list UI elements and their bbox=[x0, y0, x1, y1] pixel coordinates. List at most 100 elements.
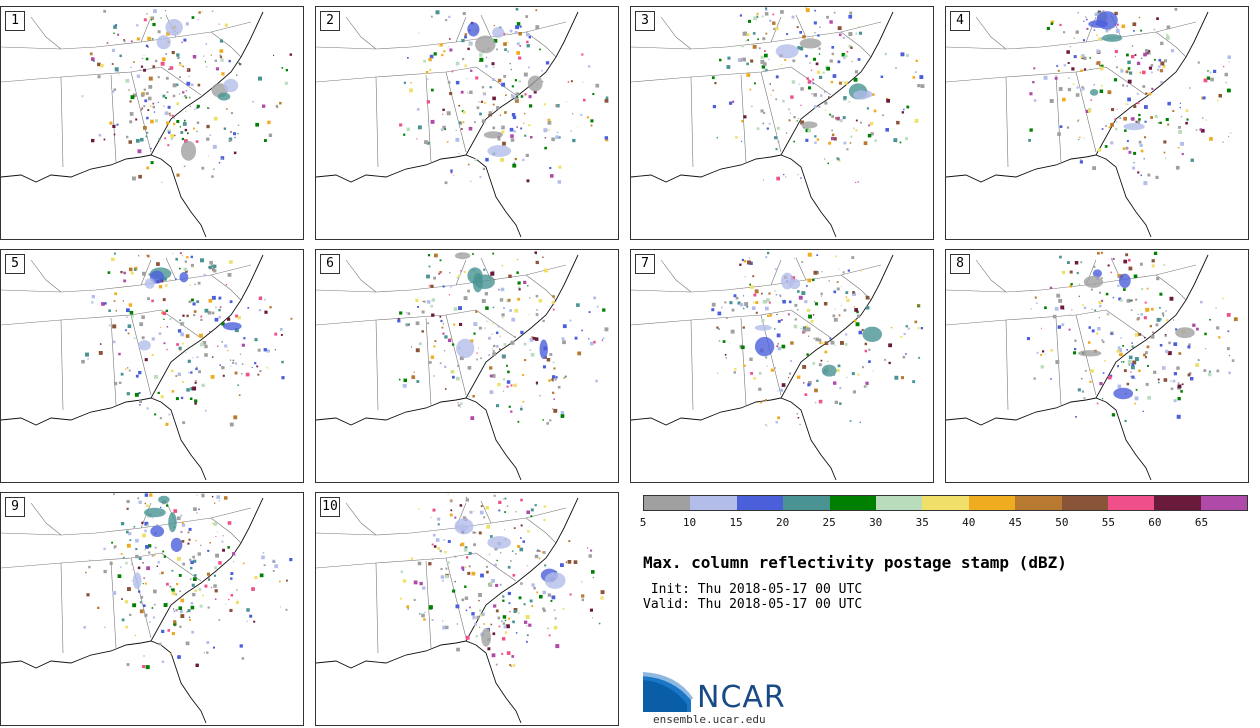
echo-pixel bbox=[837, 364, 841, 368]
echo-pixel bbox=[1104, 360, 1106, 362]
echo-pixel bbox=[485, 506, 489, 510]
echo-pixel bbox=[813, 337, 815, 340]
stamp-panel-8[interactable]: 8 bbox=[945, 249, 1249, 483]
echo-pixel bbox=[469, 606, 471, 609]
echo-pixel bbox=[498, 348, 501, 350]
echo-pixel bbox=[178, 57, 181, 59]
stamp-panel-10[interactable]: 10 bbox=[315, 492, 619, 726]
stamp-panel-4[interactable]: 4 bbox=[945, 6, 1249, 240]
colorbar-tick-label: 5 bbox=[639, 516, 647, 529]
echo-pixel bbox=[221, 366, 225, 370]
echo-pixel bbox=[158, 138, 161, 140]
echo-pixel bbox=[151, 517, 154, 519]
echo-pixel bbox=[711, 308, 715, 312]
echo-pixel bbox=[818, 399, 823, 404]
echo-pixel bbox=[511, 113, 516, 117]
echo-pixel bbox=[179, 76, 181, 78]
echo-pixel bbox=[1117, 384, 1122, 389]
echo-pixel bbox=[811, 93, 813, 95]
echo-pixel bbox=[165, 309, 168, 312]
echo-pixel bbox=[186, 256, 189, 259]
echo-pixel bbox=[281, 360, 284, 364]
echo-pixel bbox=[867, 133, 872, 138]
echo-pixel bbox=[846, 51, 849, 53]
echo-pixel bbox=[1162, 315, 1165, 317]
stamp-panel-2[interactable]: 2 bbox=[315, 6, 619, 240]
echo-pixel bbox=[1058, 87, 1063, 91]
echo-pixel bbox=[218, 308, 221, 312]
echo-pixel bbox=[760, 109, 764, 113]
echo-pixel bbox=[442, 108, 445, 111]
echo-pixel bbox=[1222, 141, 1224, 143]
echo-pixel bbox=[1127, 60, 1131, 65]
stamp-panel-3[interactable]: 3 bbox=[630, 6, 934, 240]
echo-pixel bbox=[824, 101, 828, 105]
stamp-panel-1[interactable]: 1 bbox=[0, 6, 304, 240]
echo-pixel bbox=[538, 557, 541, 560]
colorbar-tick-label: 35 bbox=[915, 516, 929, 529]
echo-pixel bbox=[912, 76, 916, 79]
echo-pixel bbox=[476, 106, 480, 110]
echo-pixel bbox=[186, 314, 189, 318]
echo-pixel bbox=[245, 372, 250, 377]
echo-pixel bbox=[196, 300, 200, 304]
echo-pixel bbox=[218, 298, 220, 300]
echo-pixel bbox=[1216, 369, 1220, 373]
echo-pixel bbox=[182, 321, 185, 324]
state-borders bbox=[631, 257, 882, 411]
echo-pixel bbox=[229, 130, 233, 134]
stamp-panel-9[interactable]: 9 bbox=[0, 492, 304, 726]
echo-pixel bbox=[91, 138, 95, 143]
stamp-panel-5[interactable]: 5 bbox=[0, 249, 304, 483]
init-time: Init: Thu 2018-05-17 00 UTC bbox=[643, 582, 863, 597]
echo-pixel bbox=[544, 268, 548, 273]
reflectivity-map bbox=[1, 9, 292, 238]
echo-pixel bbox=[1142, 410, 1144, 412]
echo-pixel bbox=[572, 138, 576, 143]
echo-pixel bbox=[751, 306, 756, 310]
echo-pixel bbox=[834, 344, 836, 347]
stamp-panel-7[interactable]: 7 bbox=[630, 249, 934, 483]
website-link[interactable]: ensemble.ucar.edu bbox=[653, 713, 766, 726]
echo-pixel bbox=[1216, 99, 1219, 102]
echo-pixel bbox=[114, 67, 119, 72]
stamp-panel-6[interactable]: 6 bbox=[315, 249, 619, 483]
echo-pixel bbox=[208, 577, 210, 579]
echo-pixel bbox=[193, 577, 197, 581]
echo-pixel bbox=[431, 543, 434, 546]
echo-pixel bbox=[502, 599, 505, 602]
echo-pixel bbox=[812, 36, 814, 38]
echo-pixel bbox=[470, 416, 475, 420]
echo-pixel bbox=[164, 284, 168, 287]
echo-pixel bbox=[851, 60, 853, 63]
echo-pixel bbox=[470, 180, 472, 182]
echo-pixel bbox=[479, 57, 484, 62]
echo-pixel bbox=[221, 341, 223, 343]
echo-pixel bbox=[721, 306, 723, 309]
echo-pixel bbox=[765, 256, 768, 259]
echo-pixel bbox=[397, 319, 401, 323]
echo-pixel bbox=[1114, 127, 1118, 131]
echo-pixel bbox=[174, 624, 176, 627]
echo-pixel bbox=[782, 99, 785, 103]
echo-pixel bbox=[1132, 22, 1137, 27]
echo-pixel bbox=[514, 31, 518, 34]
echo-pixel bbox=[492, 252, 495, 255]
echo-pixel bbox=[802, 35, 806, 39]
echo-pixel bbox=[476, 358, 478, 361]
echo-pixel bbox=[1058, 298, 1063, 303]
echo-pixel bbox=[605, 96, 609, 100]
echo-pixel bbox=[765, 399, 767, 402]
echo-pixel bbox=[529, 297, 531, 299]
echo-pixel bbox=[247, 307, 250, 309]
echo-pixel bbox=[735, 296, 739, 300]
echo-pixel bbox=[455, 604, 460, 609]
echo-pixel bbox=[145, 57, 149, 61]
echo-pixel bbox=[510, 340, 515, 345]
echo-pixel bbox=[1172, 110, 1175, 112]
echo-pixel bbox=[128, 140, 132, 144]
echo-pixel bbox=[219, 55, 223, 59]
echo-pixel bbox=[765, 68, 768, 72]
echo-pixel bbox=[417, 125, 422, 130]
echo-pixel bbox=[129, 100, 132, 103]
